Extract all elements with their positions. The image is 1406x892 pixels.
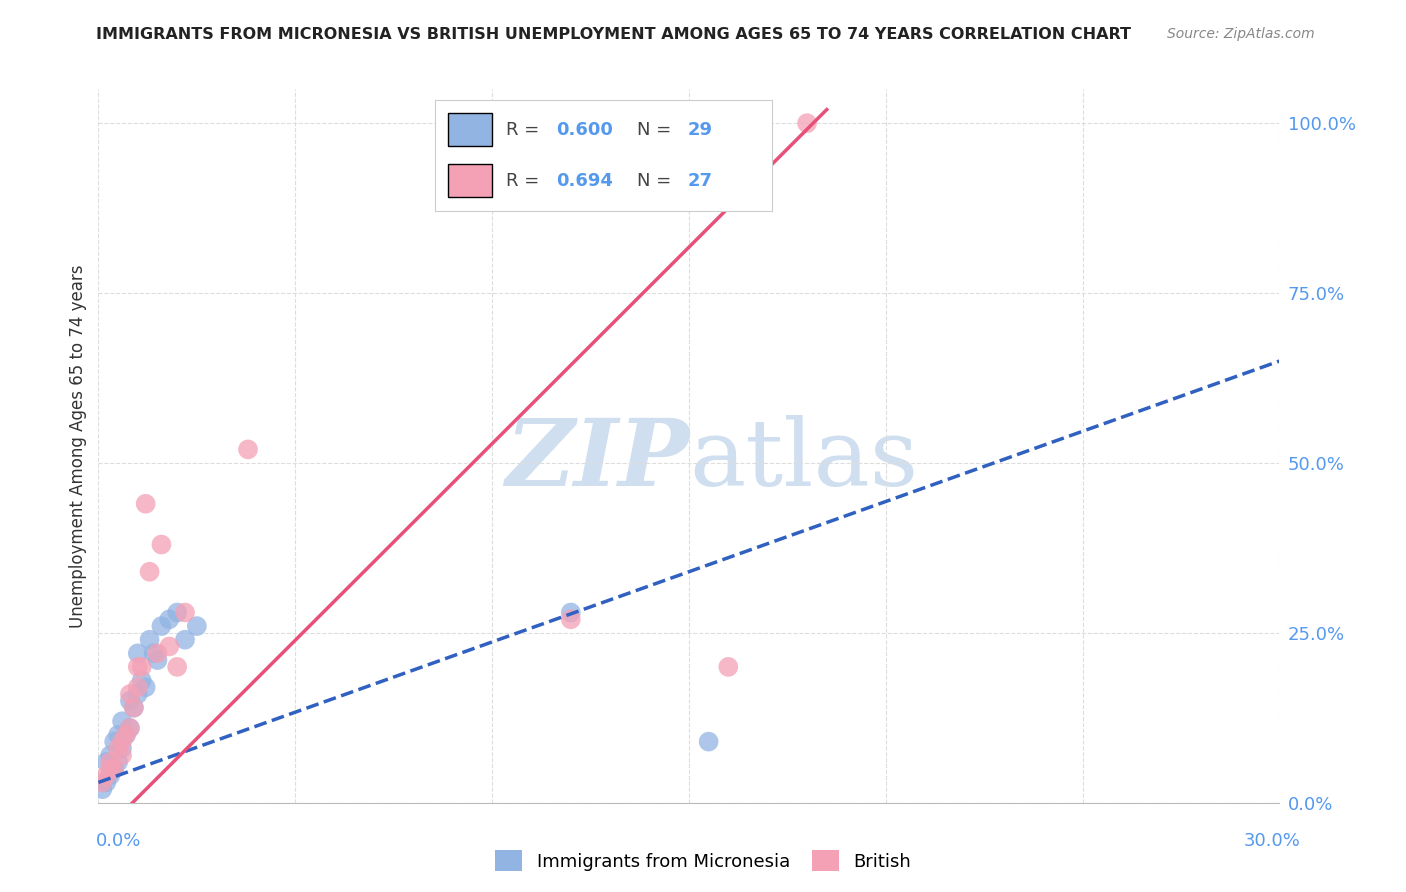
Point [174, 632, 197, 647]
Point [127, 687, 149, 701]
Point [135, 680, 157, 694]
Point [118, 687, 141, 701]
Point [127, 680, 149, 694]
Point [157, 640, 180, 654]
Point [138, 565, 160, 579]
Text: 0.0%: 0.0% [96, 832, 141, 850]
Point [131, 660, 153, 674]
Point [127, 660, 149, 674]
Text: Source: ZipAtlas.com: Source: ZipAtlas.com [1167, 27, 1315, 41]
Point [122, 700, 145, 714]
Point [98, 755, 121, 769]
Point [186, 619, 208, 633]
Point [115, 728, 138, 742]
Point [111, 748, 134, 763]
Point [150, 537, 173, 551]
Point [103, 734, 125, 748]
Point [166, 606, 188, 620]
Text: 30.0%: 30.0% [1244, 832, 1301, 850]
Point [174, 606, 197, 620]
Point [118, 694, 141, 708]
Point [560, 606, 582, 620]
Point [146, 646, 169, 660]
Point [157, 612, 180, 626]
Point [91, 775, 114, 789]
Point [142, 646, 165, 660]
Point [111, 741, 134, 756]
Point [135, 497, 157, 511]
Point [98, 769, 121, 783]
Point [96, 755, 118, 769]
Point [236, 442, 259, 457]
Point [118, 721, 141, 735]
Point [111, 734, 134, 748]
Legend: Immigrants from Micronesia, British: Immigrants from Micronesia, British [488, 843, 918, 879]
Point [115, 728, 138, 742]
Point [127, 646, 149, 660]
Y-axis label: Unemployment Among Ages 65 to 74 years: Unemployment Among Ages 65 to 74 years [69, 264, 87, 628]
Text: atlas: atlas [689, 416, 918, 505]
Text: IMMIGRANTS FROM MICRONESIA VS BRITISH UNEMPLOYMENT AMONG AGES 65 TO 74 YEARS COR: IMMIGRANTS FROM MICRONESIA VS BRITISH UN… [96, 27, 1130, 42]
Point [103, 762, 125, 776]
Point [131, 673, 153, 688]
Point [796, 116, 818, 130]
Point [560, 612, 582, 626]
Point [91, 782, 114, 797]
Point [96, 775, 118, 789]
Text: ZIP: ZIP [505, 416, 689, 505]
Point [103, 762, 125, 776]
Point [146, 653, 169, 667]
Point [717, 660, 740, 674]
Point [111, 714, 134, 729]
Point [98, 748, 121, 763]
Point [122, 700, 145, 714]
Point [138, 632, 160, 647]
Point [150, 619, 173, 633]
Point [697, 734, 720, 748]
Point [107, 755, 129, 769]
Point [96, 769, 118, 783]
Point [107, 728, 129, 742]
Point [98, 762, 121, 776]
Point [118, 721, 141, 735]
Point [107, 741, 129, 756]
Point [166, 660, 188, 674]
